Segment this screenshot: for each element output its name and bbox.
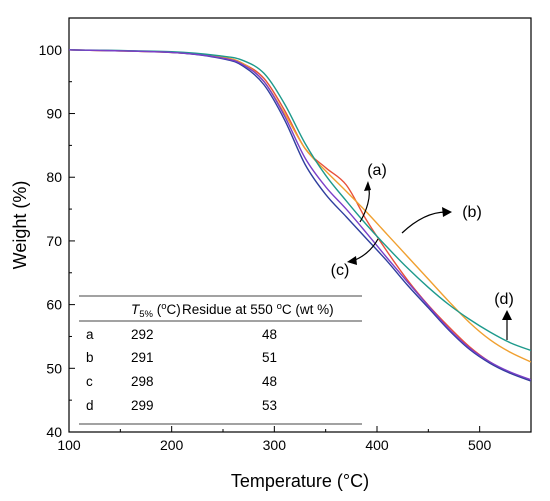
y-tick-label-100: 100 [39, 42, 63, 58]
series-line-c [69, 49, 531, 382]
x-axis-title: Temperature (°C) [231, 471, 369, 491]
x-axis-ticks: 100 200 300 400 500 [57, 426, 492, 453]
y-tick-label-90: 90 [46, 106, 62, 122]
table-cell-r0-c0: a [86, 327, 94, 342]
table-cell-r0-c2: 48 [262, 327, 277, 342]
x-tick-label-400: 400 [365, 437, 389, 453]
t5-main: T [131, 302, 141, 317]
y-axis-ticks: 40 50 60 70 80 90 100 [39, 17, 75, 440]
arrow-b-head [442, 207, 452, 217]
res-main: Residue at 550 [182, 302, 277, 317]
series-line-b [69, 49, 531, 363]
annotation-label-c: (c) [331, 262, 350, 279]
annotation-label-a: (a) [367, 162, 387, 179]
x-tick-label-200: 200 [160, 437, 184, 453]
inset-table: T5% (oC) Residue at 550 oC (wt %) a 292 48… [79, 295, 362, 425]
res-deg: o [277, 301, 282, 312]
t5-open: ( [153, 302, 162, 317]
res-close: C (wt %) [282, 302, 334, 317]
annotation-label-b: (b) [462, 204, 482, 221]
plot-frame [68, 17, 532, 433]
arrow-a-head [364, 181, 371, 191]
table-cell-r2-c0: c [86, 374, 93, 389]
y-tick-label-80: 80 [46, 169, 62, 185]
table-cell-r3-c1: 299 [131, 398, 154, 413]
table-cell-r1-c2: 51 [262, 350, 277, 365]
y-tick-label-50: 50 [46, 360, 62, 376]
table-cell-r1-c0: b [86, 350, 94, 365]
x-tick-label-100: 100 [57, 437, 81, 453]
y-tick-label-60: 60 [46, 297, 62, 313]
t5-close: C) [167, 302, 181, 317]
annotation-label-d: (d) [494, 291, 514, 308]
table-cell-r3-c0: d [86, 398, 94, 413]
x-tick-label-500: 500 [468, 437, 492, 453]
table-header-t5: T5% (oC) [131, 301, 181, 320]
table-cell-r0-c1: 292 [131, 327, 154, 342]
table-header-residue: Residue at 550 oC (wt %) [182, 301, 334, 317]
table-cell-r3-c2: 53 [262, 398, 277, 413]
x-tick-label-300: 300 [263, 437, 287, 453]
arrow-c-head [347, 256, 357, 265]
series-layer [69, 49, 531, 382]
table-cell-r2-c1: 298 [131, 374, 154, 389]
arrow-d-head [502, 310, 512, 320]
table-cell-r1-c1: 291 [131, 350, 154, 365]
arrow-b [401, 211, 447, 234]
table-rows: a 292 48 b 291 51 c 298 48 d 299 53 [86, 327, 277, 413]
annotation-layer: (a) (b) (c) (d) [331, 162, 514, 340]
series-line-d [69, 49, 531, 352]
series-line-extra-4 [69, 49, 531, 381]
y-tick-label-70: 70 [46, 233, 62, 249]
t5-deg: o [161, 301, 166, 312]
t5-sub: 5% [139, 309, 153, 320]
x-axis-title-main: Temperature (°C) [231, 471, 369, 491]
table-cell-r2-c2: 48 [262, 374, 277, 389]
y-axis-title: Weight (%) [10, 181, 30, 270]
y-tick-label-40: 40 [46, 424, 62, 440]
